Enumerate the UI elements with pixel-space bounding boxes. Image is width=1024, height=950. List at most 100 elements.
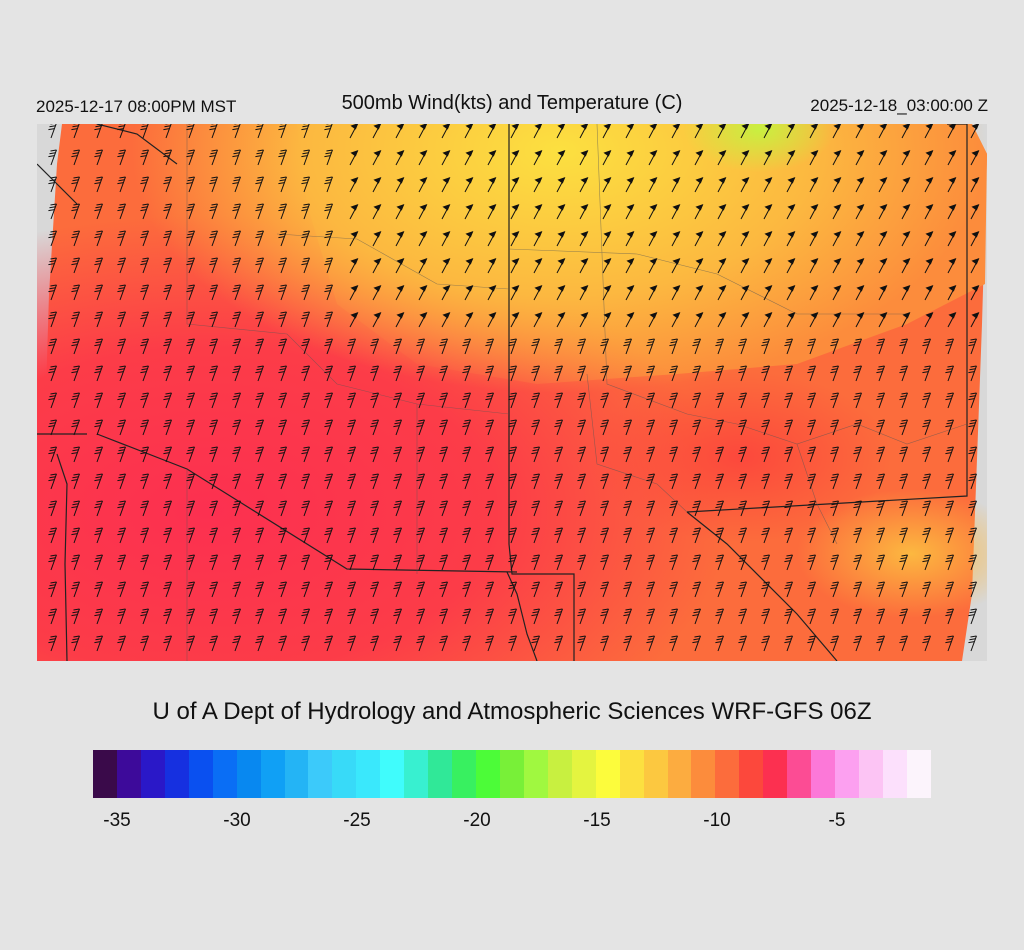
wind-barb-feather <box>142 257 149 260</box>
wind-barb-feather <box>441 473 448 476</box>
wind-barb-feather <box>326 392 333 395</box>
wind-barb-feather <box>739 341 746 344</box>
wind-barb-flag <box>672 258 681 265</box>
wind-barb-feather <box>808 476 815 479</box>
wind-barb-feather <box>970 554 977 557</box>
wind-barb-feather <box>625 338 632 341</box>
wind-barb-feather <box>440 449 447 452</box>
wind-barb-feather <box>830 398 837 401</box>
wind-barb <box>234 230 241 247</box>
wind-barb-feather <box>510 581 517 584</box>
wind-barb-feather <box>648 392 655 395</box>
wind-barb-feather <box>969 341 976 344</box>
wind-barb <box>671 635 678 652</box>
wind-barb-feather <box>809 635 816 638</box>
wind-barb <box>234 365 241 382</box>
wind-barb-feather <box>371 368 378 371</box>
wind-barb-flag <box>350 124 358 130</box>
wind-barb-feather <box>670 422 677 425</box>
wind-barb-feather <box>395 473 402 476</box>
wind-barb-feather <box>463 557 470 560</box>
wind-barb <box>234 176 241 193</box>
wind-barb-flag <box>649 312 658 319</box>
wind-barb-feather <box>165 230 172 233</box>
wind-barb-feather <box>808 638 815 641</box>
wind-barb-feather <box>232 452 239 455</box>
wind-barb-feather <box>807 452 814 455</box>
wind-barb-feather <box>72 422 79 425</box>
wind-barb <box>165 365 172 382</box>
wind-barb-feather <box>831 638 838 641</box>
wind-barb-feather <box>439 560 446 563</box>
wind-barb <box>165 203 172 220</box>
wind-barb-feather <box>646 533 653 536</box>
wind-barb <box>349 473 356 490</box>
wind-barb-feather <box>418 338 425 341</box>
wind-barb <box>510 338 517 355</box>
wind-barb-feather <box>140 182 147 185</box>
wind-barb <box>211 500 218 517</box>
wind-barb-feather <box>740 473 747 476</box>
wind-barb-feather <box>945 425 952 428</box>
wind-barb-feather <box>671 446 678 449</box>
wind-barb <box>809 554 816 571</box>
wind-barb-feather <box>394 395 401 398</box>
wind-barb <box>947 473 954 490</box>
wind-barb-feather <box>142 446 149 449</box>
wind-barb-feather <box>969 638 976 641</box>
wind-barb-feather <box>347 425 354 428</box>
wind-barb-feather <box>670 341 677 344</box>
wind-barb <box>188 338 195 355</box>
wind-barb-feather <box>784 560 791 563</box>
wind-barb-feather <box>531 587 538 590</box>
wind-barb-feather <box>623 641 630 644</box>
wind-barb-feather <box>830 587 837 590</box>
wind-barb-feather <box>119 500 126 503</box>
wind-barb-feather <box>209 560 216 563</box>
wind-barb-feather <box>163 290 170 293</box>
wind-barb <box>119 554 126 571</box>
wind-barb <box>50 392 57 409</box>
wind-barb-flag <box>810 124 818 130</box>
wind-barb-flag <box>787 258 796 265</box>
wind-barb <box>648 635 655 652</box>
wind-barb-feather <box>830 452 837 455</box>
wind-barb-feather <box>555 611 562 614</box>
wind-barb-feather <box>647 557 654 560</box>
wind-barb-feather <box>140 371 147 374</box>
wind-barb <box>188 257 195 274</box>
wind-barb-flag <box>603 124 611 130</box>
wind-barb-feather <box>924 338 931 341</box>
wind-barb-feather <box>50 392 57 395</box>
wind-barb-feather <box>118 476 125 479</box>
wind-barb-flag <box>879 150 888 157</box>
wind-barb-feather <box>234 635 241 638</box>
wind-barb-flag <box>856 285 865 292</box>
wind-barb <box>257 176 264 193</box>
wind-barb-feather <box>853 506 860 509</box>
wind-barb-feather <box>554 506 561 509</box>
wind-barb <box>142 419 149 436</box>
wind-barb-feather <box>900 638 907 641</box>
wind-barb-feather <box>878 635 885 638</box>
wind-barb-feather <box>716 395 723 398</box>
wind-barb-feather <box>49 287 56 290</box>
wind-barb-feather <box>533 581 540 584</box>
wind-barb-feather <box>301 614 308 617</box>
wind-barb-feather <box>784 398 791 401</box>
wind-barb-feather <box>740 419 747 422</box>
wind-barb-feather <box>209 128 216 131</box>
wind-barb-feather <box>280 392 287 395</box>
wind-barb-feather <box>669 344 676 347</box>
wind-barb-feather <box>554 587 561 590</box>
wind-barb-flag <box>396 204 405 211</box>
wind-barb <box>786 635 793 652</box>
wind-barb <box>809 581 816 598</box>
wind-barb-feather <box>280 149 287 152</box>
wind-barb-feather <box>210 314 217 317</box>
wind-barb-feather <box>762 368 769 371</box>
wind-barb-feather <box>625 473 632 476</box>
wind-barb <box>96 124 103 139</box>
wind-barb-feather <box>853 479 860 482</box>
wind-barb <box>73 176 80 193</box>
